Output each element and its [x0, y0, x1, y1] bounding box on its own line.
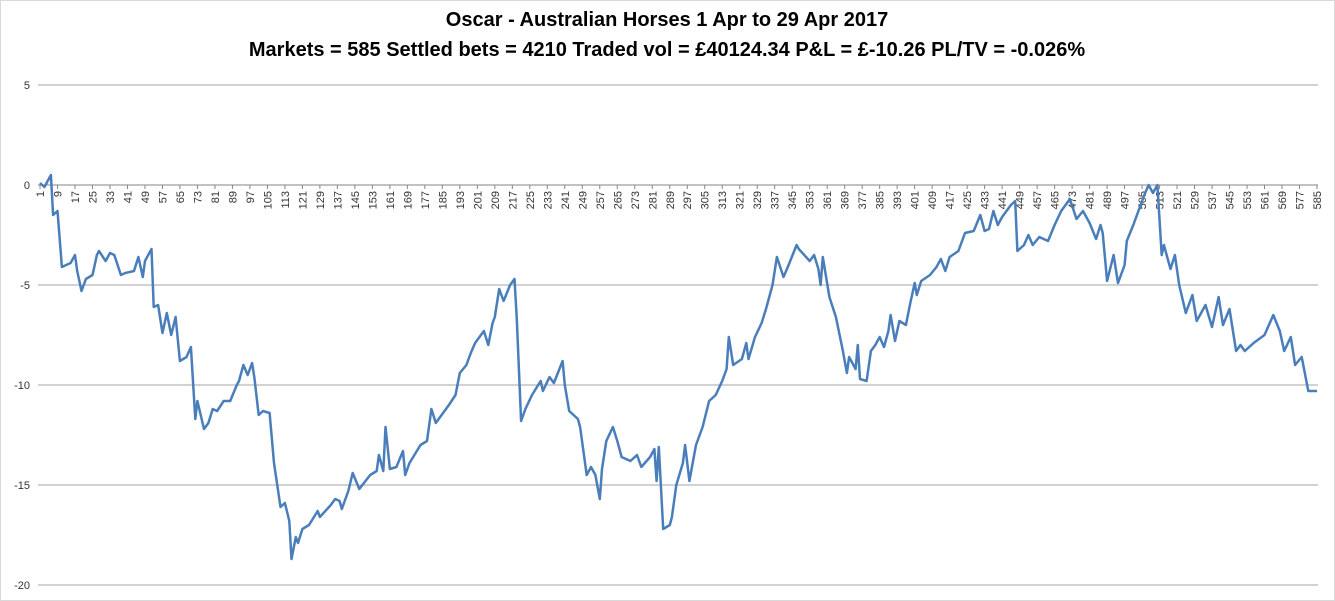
- x-tick-label: 281: [647, 191, 659, 209]
- x-tick-label: 81: [210, 191, 222, 203]
- x-tick-label: 513: [1155, 191, 1167, 209]
- x-tick-label: 377: [857, 191, 869, 209]
- x-tick-label: 17: [70, 191, 82, 203]
- x-tick-label: 497: [1120, 191, 1132, 209]
- x-tick-label: 121: [297, 191, 309, 209]
- x-tick-label: 529: [1190, 191, 1202, 209]
- x-tick-label: 481: [1085, 191, 1097, 209]
- y-tick-label: -10: [14, 380, 30, 392]
- x-tick-label: 361: [822, 191, 834, 209]
- x-tick-label: 393: [892, 191, 904, 209]
- x-tick-label: 49: [140, 191, 152, 203]
- x-tick-label: 369: [840, 191, 852, 209]
- y-tick-label: -20: [14, 580, 30, 592]
- x-tick-label: 537: [1207, 191, 1219, 209]
- x-tick-label: 433: [980, 191, 992, 209]
- x-tick-label: 465: [1050, 191, 1062, 209]
- x-tick-label: 569: [1277, 191, 1289, 209]
- data-line: [39, 173, 1317, 561]
- x-tick-label: 305: [700, 191, 712, 209]
- x-tick-label: 233: [542, 191, 554, 209]
- y-tick-label: -5: [20, 280, 30, 292]
- x-tick-label: 337: [770, 191, 782, 209]
- x-tick-label: 129: [315, 191, 327, 209]
- x-tick-label: 489: [1102, 191, 1114, 209]
- x-tick-label: 321: [735, 191, 747, 209]
- x-tick-label: 217: [507, 191, 519, 209]
- x-tick-label: 169: [402, 191, 414, 209]
- x-tick-label: 89: [227, 191, 239, 203]
- x-tick-label: 353: [805, 191, 817, 209]
- x-tick-label: 9: [52, 191, 64, 197]
- x-tick-label: 209: [490, 191, 502, 209]
- x-tick-label: 545: [1225, 191, 1237, 209]
- x-tick-label: 137: [332, 191, 344, 209]
- x-tick-label: 425: [962, 191, 974, 209]
- x-tick-label: 249: [577, 191, 589, 209]
- x-tick-label: 193: [455, 191, 467, 209]
- x-tick-label: 329: [752, 191, 764, 209]
- x-tick-label: 585: [1312, 191, 1324, 209]
- x-tick-label: 41: [122, 191, 134, 203]
- x-tick-label: 65: [175, 191, 187, 203]
- x-tick-label: 521: [1172, 191, 1184, 209]
- x-tick-label: 145: [350, 191, 362, 209]
- x-tick-label: 57: [157, 191, 169, 203]
- x-tick-label: 185: [437, 191, 449, 209]
- x-tick-label: 457: [1032, 191, 1044, 209]
- x-tick-label: 105: [262, 191, 274, 209]
- x-tick-label: 265: [612, 191, 624, 209]
- chart-title: Oscar - Australian Horses 1 Apr to 29 Ap…: [446, 9, 888, 31]
- y-tick-label: 0: [24, 180, 30, 192]
- x-tick-label: 153: [367, 191, 379, 209]
- x-tick-label: 385: [875, 191, 887, 209]
- x-tick-label: 241: [560, 191, 572, 209]
- chart-subtitle: Markets = 585 Settled bets = 4210 Traded…: [249, 39, 1085, 61]
- x-tick-label: 33: [105, 191, 117, 203]
- x-tick-label: 177: [420, 191, 432, 209]
- x-tick-label: 401: [910, 191, 922, 209]
- y-tick-label: 5: [24, 80, 30, 92]
- x-tick-label: 273: [630, 191, 642, 209]
- x-tick-label: 345: [787, 191, 799, 209]
- x-tick-label: 225: [525, 191, 537, 209]
- x-tick-label: 161: [385, 191, 397, 209]
- x-tick-label: 553: [1242, 191, 1254, 209]
- x-tick-label: 449: [1015, 191, 1027, 209]
- x-tick-label: 25: [87, 191, 99, 203]
- x-tick-label: 473: [1067, 191, 1079, 209]
- x-tick-label: 561: [1260, 191, 1272, 209]
- x-tick-label: 409: [927, 191, 939, 209]
- x-tick-label: 289: [665, 191, 677, 209]
- x-tick-label: 73: [192, 191, 204, 203]
- x-tick-label: 113: [280, 191, 292, 209]
- x-tick-label: 257: [595, 191, 607, 209]
- x-tick-label: 297: [682, 191, 694, 209]
- x-tick-label: 441: [997, 191, 1009, 209]
- y-tick-label: -15: [14, 480, 30, 492]
- x-tick-label: 1: [35, 191, 47, 197]
- x-tick-label: 417: [945, 191, 957, 209]
- x-tick-label: 313: [717, 191, 729, 209]
- x-tick-label: 97: [245, 191, 257, 203]
- x-tick-label: 201: [472, 191, 484, 209]
- x-tick-label: 577: [1295, 191, 1307, 209]
